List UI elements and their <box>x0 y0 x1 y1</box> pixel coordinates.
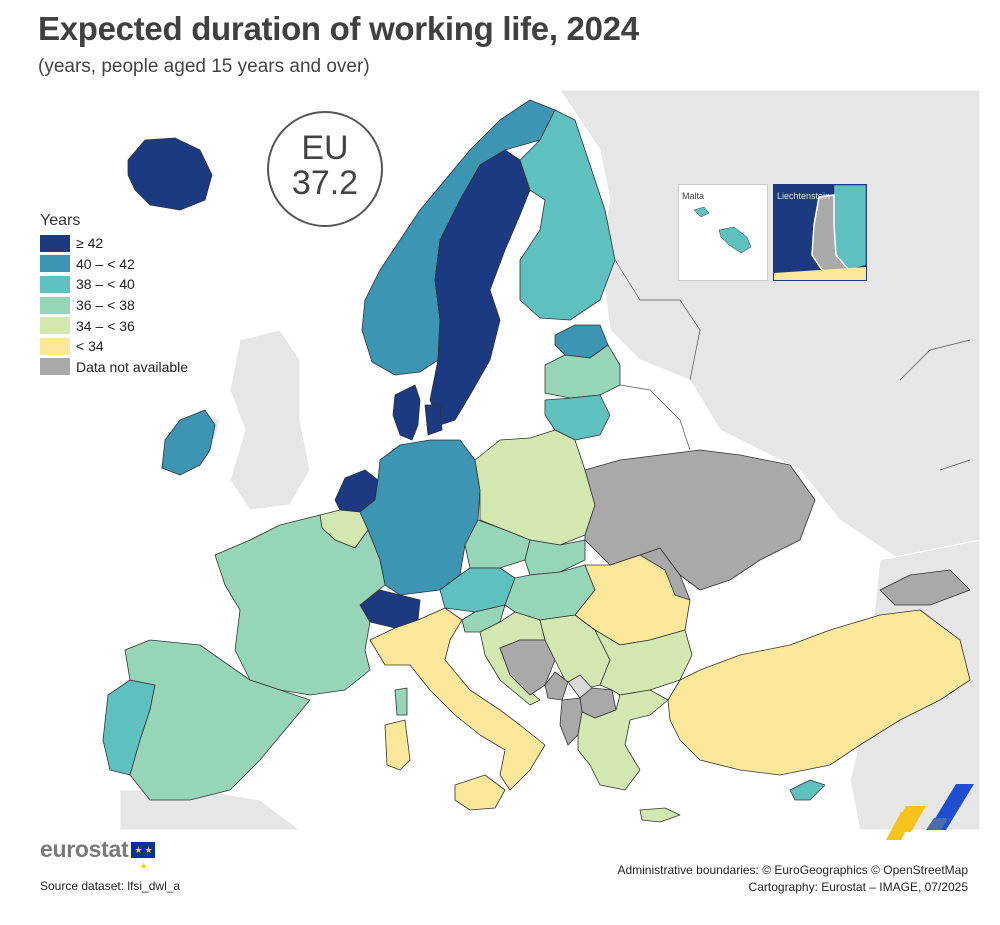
legend-item: 36 – < 38 <box>40 295 188 316</box>
country-spain <box>124 639 311 801</box>
legend-label: < 34 <box>76 338 104 355</box>
inset-malta-label: Malta <box>682 191 705 201</box>
country-denmark <box>392 384 443 441</box>
country-ireland <box>161 409 216 476</box>
country-crete <box>639 807 681 823</box>
legend-swatch <box>40 234 70 252</box>
country-sicily <box>454 774 506 811</box>
country-italy <box>369 607 546 791</box>
page-subtitle: (years, people aged 15 years and over) <box>38 56 370 77</box>
legend-item: 34 – < 36 <box>40 315 188 336</box>
country-ukraine <box>584 449 816 591</box>
country-switzerland <box>359 589 421 629</box>
legend-label: 40 – < 42 <box>76 255 135 272</box>
legend-item: < 34 <box>40 336 188 357</box>
inset-malta: Malta <box>678 184 768 281</box>
inset-liechtenstein: Liechtenstein <box>773 184 867 281</box>
country-turkiye <box>667 609 971 776</box>
legend-swatch <box>40 275 70 293</box>
eurostat-logo: eurostat ★ ★ ★ <box>40 836 156 871</box>
legend-label: 38 – < 40 <box>76 276 135 293</box>
legend-item: Data not available <box>40 357 188 378</box>
legend-label: 36 – < 38 <box>76 297 135 314</box>
eu-flag-icon: ★ ★ ★ <box>131 841 156 871</box>
page-title: Expected duration of working life, 2024 <box>38 10 639 47</box>
legend-label: ≥ 42 <box>76 235 104 252</box>
legend-item: 40 – < 42 <box>40 254 188 275</box>
eu-average-badge: EU 37.2 <box>267 111 383 227</box>
country-finland <box>519 109 616 321</box>
country-latvia <box>544 344 621 399</box>
legend-item: 38 – < 40 <box>40 274 188 295</box>
non-eu-borders <box>614 259 971 471</box>
eurostat-logo-text: eurostat <box>40 836 129 862</box>
eu-label: EU <box>301 129 349 167</box>
legend-swatch <box>40 255 70 273</box>
legend-swatch <box>40 358 70 376</box>
country-greece <box>577 689 669 791</box>
legend-title: Years <box>40 212 81 229</box>
legend-label: 34 – < 36 <box>76 317 135 334</box>
legend-swatch <box>40 337 70 355</box>
legend-swatch <box>40 296 70 314</box>
great-britain <box>229 329 311 511</box>
country-sardinia <box>384 719 411 771</box>
eu-value: 37.2 <box>291 164 359 202</box>
legend-label: Data not available <box>76 358 189 375</box>
eurostat-stripes-graphic <box>886 784 974 840</box>
country-sweden <box>429 149 531 426</box>
europe-map[interactable] <box>100 88 980 838</box>
country-bosnia <box>499 639 556 696</box>
country-iceland <box>127 137 213 211</box>
legend-swatch <box>40 317 70 335</box>
source-dataset: Source dataset: lfsi_dwl_a <box>40 879 181 893</box>
country-corsica <box>394 687 408 716</box>
legend: Years ≥ 42 40 – < 42 38 – < 40 36 – < 38… <box>40 212 188 377</box>
credits-cartography: Cartography: Eurostat – IMAGE, 07/2025 <box>748 880 968 894</box>
country-bulgaria <box>594 629 693 696</box>
country-montenegro <box>544 671 569 701</box>
map-credits: Administrative boundaries: © EuroGeograp… <box>617 862 968 896</box>
country-georgia <box>879 569 971 606</box>
inset-liechtenstein-label: Liechtenstein <box>777 191 831 201</box>
country-france <box>214 514 386 696</box>
country-lithuania <box>544 394 611 441</box>
legend-item: ≥ 42 <box>40 233 188 254</box>
country-cyprus <box>789 779 826 801</box>
credits-boundaries: Administrative boundaries: © EuroGeograp… <box>617 863 968 877</box>
